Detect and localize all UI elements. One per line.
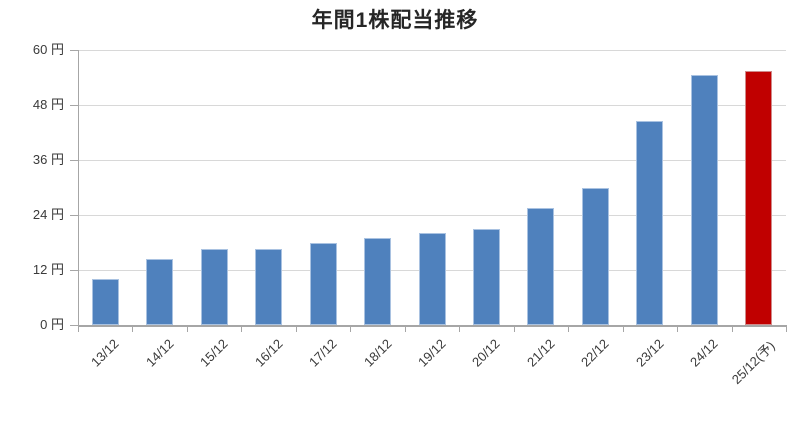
gridline — [78, 49, 786, 51]
x-axis-label: 14/12 — [142, 336, 177, 370]
x-axis-label: 19/12 — [414, 336, 449, 370]
y-axis-tick — [70, 159, 78, 161]
x-axis-tick — [786, 325, 787, 332]
x-axis-tick — [404, 325, 406, 332]
x-axis-tick — [677, 325, 679, 332]
x-axis-label: 15/12 — [197, 336, 231, 370]
gridline — [78, 159, 786, 161]
y-axis-tick — [70, 324, 78, 326]
x-axis-label: 23/12 — [632, 336, 667, 370]
gridline — [78, 214, 786, 216]
x-axis-tick — [513, 325, 515, 332]
x-axis-tick — [295, 325, 297, 332]
x-axis-tick — [731, 325, 733, 332]
y-axis-tick — [70, 214, 78, 216]
x-axis-tick — [459, 325, 461, 332]
x-axis-tick — [241, 325, 243, 332]
x-axis-tick — [186, 325, 188, 332]
bar-15/12 — [200, 249, 228, 325]
x-axis-label: 21/12 — [523, 336, 558, 370]
y-axis-tick — [70, 104, 78, 106]
x-axis-tick — [132, 325, 134, 332]
x-axis-line — [78, 325, 786, 327]
x-axis-label: 16/12 — [251, 336, 286, 370]
y-axis-line — [78, 50, 79, 326]
bar-20/12 — [472, 228, 500, 325]
y-axis-tick — [70, 49, 78, 51]
x-axis-label: 13/12 — [88, 336, 122, 370]
x-axis-label: 25/12(予) — [728, 338, 778, 388]
bar-16/12 — [255, 249, 283, 325]
x-axis-label: 18/12 — [360, 336, 395, 370]
chart-title: 年間1株配当推移 — [311, 9, 479, 32]
y-axis-tick-label: 48 円 — [32, 97, 64, 112]
bar-19/12 — [418, 233, 446, 325]
bar-17/12 — [309, 242, 337, 325]
y-axis-tick-label: 24 円 — [32, 207, 64, 222]
bar-23/12 — [636, 121, 664, 325]
bar-18/12 — [364, 237, 392, 325]
x-axis-tick — [350, 325, 352, 332]
x-axis-tick — [568, 325, 570, 332]
gridline — [78, 104, 786, 106]
x-axis-label: 24/12 — [687, 336, 721, 370]
bar-25/12(予) — [745, 70, 773, 325]
bar-14/12 — [146, 258, 174, 325]
y-axis-tick — [70, 269, 78, 271]
x-axis-label: 17/12 — [306, 336, 340, 370]
x-axis-tick — [622, 325, 624, 332]
y-axis-tick-label: 60 円 — [32, 42, 64, 57]
y-axis-tick-label: 12 円 — [32, 262, 64, 277]
bar-21/12 — [527, 208, 555, 325]
y-axis-tick-label: 36 円 — [32, 152, 64, 167]
x-axis-tick — [78, 325, 79, 332]
bar-22/12 — [581, 187, 609, 325]
x-axis-label: 22/12 — [578, 336, 612, 370]
bar-13/12 — [91, 279, 119, 325]
x-axis-label: 20/12 — [469, 336, 504, 370]
bar-24/12 — [690, 75, 718, 325]
y-axis-tick-label: 0 円 — [40, 317, 64, 332]
